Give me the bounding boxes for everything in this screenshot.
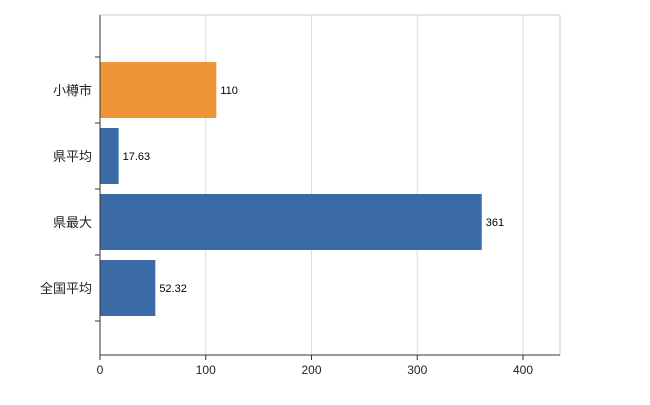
category-label: 県平均 — [53, 149, 92, 164]
bar[interactable] — [100, 62, 217, 118]
category-label: 全国平均 — [40, 281, 92, 296]
x-axis-tick-label: 400 — [513, 363, 533, 377]
x-axis-tick-label: 300 — [407, 363, 427, 377]
bar-value-label: 17.63 — [123, 151, 151, 163]
x-axis-tick-label: 0 — [97, 363, 104, 377]
category-label: 県最大 — [53, 215, 92, 230]
bar[interactable] — [100, 128, 119, 184]
bar[interactable] — [100, 194, 482, 250]
bar-value-label: 52.32 — [159, 283, 187, 295]
bar-value-label: 110 — [220, 85, 238, 97]
x-axis-tick-label: 100 — [196, 363, 216, 377]
x-axis-tick-label: 200 — [301, 363, 321, 377]
bar[interactable] — [100, 260, 156, 316]
bar-value-label: 361 — [486, 217, 504, 229]
category-label: 小樽市 — [53, 83, 92, 98]
